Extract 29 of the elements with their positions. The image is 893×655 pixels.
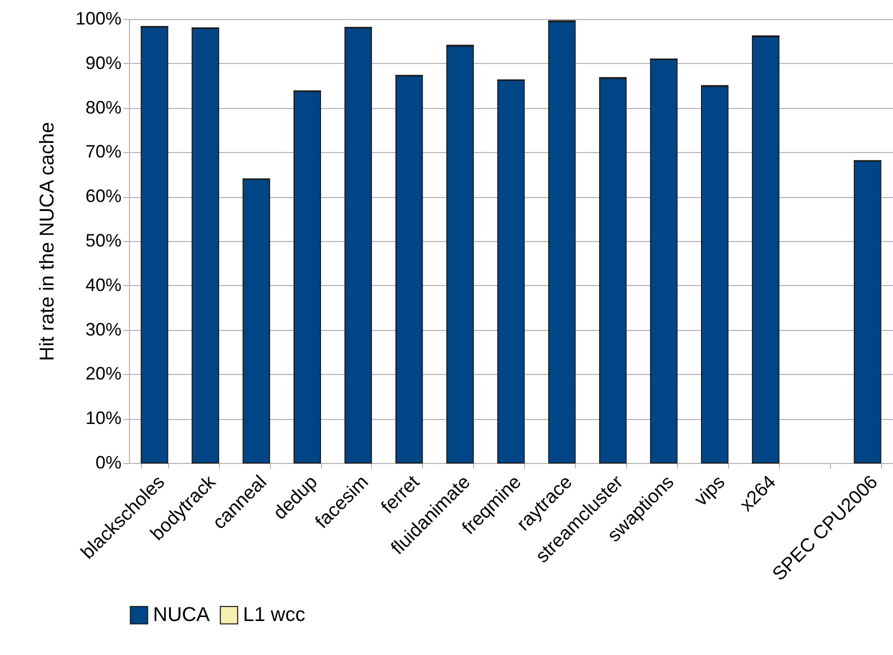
y-tick-label: 40% [85,274,122,295]
y-tick-label: 30% [85,319,122,340]
legend-label: L1 wcc [243,604,306,626]
y-tick-label: 100% [75,8,122,28]
legend-label: NUCA [153,604,210,626]
bar [599,78,627,464]
bar [140,26,168,464]
bar [294,90,322,464]
y-tick-label: 20% [85,364,122,384]
x-tick-label: vips [690,472,730,511]
bar [497,80,525,464]
y-tick-label: 60% [85,186,122,206]
bar [395,75,423,464]
y-tick-label: 80% [85,97,122,118]
bar [548,21,576,464]
bar [446,46,474,464]
y-tick-label: 70% [85,142,122,162]
y-tick-label: 50% [85,230,122,250]
bar [650,58,678,464]
y-tick-label: 10% [85,408,122,428]
y-tick-label: 90% [85,52,122,73]
bar [344,27,372,464]
bar [700,86,728,464]
bar [854,160,882,464]
bar [242,178,270,464]
bar [192,28,220,464]
y-tick-label: 0% [95,452,122,472]
y-axis-title: Hit rate in the NUCA cache [36,122,58,361]
bar [752,36,780,464]
